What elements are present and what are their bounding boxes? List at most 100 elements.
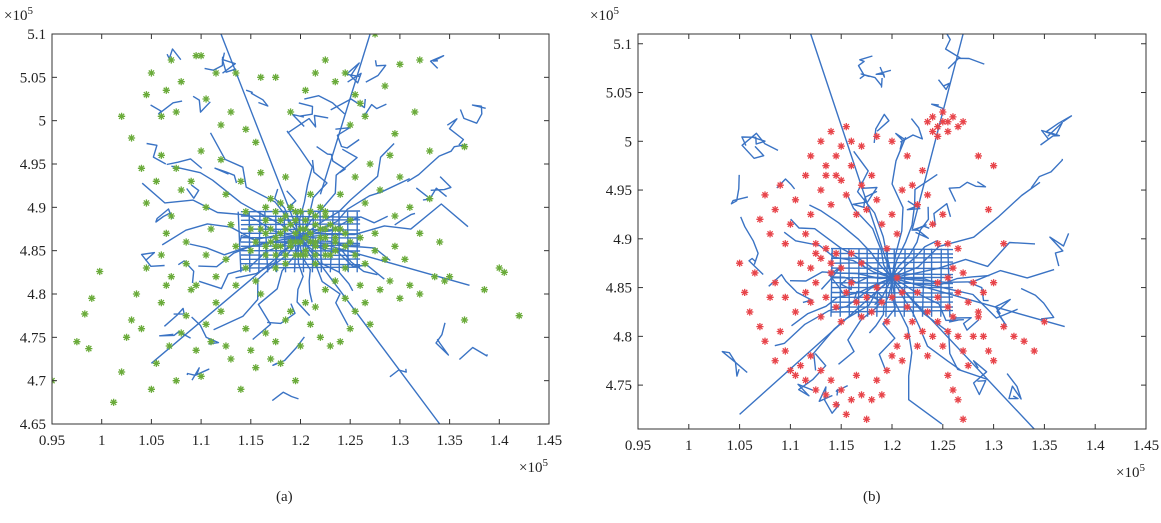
data-point: [944, 327, 952, 336]
data-point: [441, 277, 449, 285]
y-tick-label: 4.95: [20, 157, 46, 173]
data-point: [301, 86, 310, 94]
data-point: [306, 320, 315, 328]
road-path: [406, 143, 468, 183]
data-point: [934, 318, 942, 326]
road-path: [140, 251, 165, 267]
road-path: [790, 218, 893, 279]
data-point: [262, 329, 270, 337]
data-point: [944, 240, 952, 248]
data-point: [807, 352, 815, 360]
y-tick-label: 4.7: [27, 374, 46, 390]
data-point: [807, 210, 815, 219]
data-point: [252, 364, 260, 372]
data-point: [321, 242, 329, 250]
road-path: [994, 298, 1011, 326]
data-point: [371, 247, 379, 255]
y-tick-label: 5: [625, 134, 633, 150]
road-path: [853, 290, 883, 306]
road-path: [365, 60, 387, 83]
road-path: [1049, 233, 1070, 267]
data-point: [822, 391, 830, 399]
data-point: [197, 52, 205, 60]
data-point: [267, 195, 275, 203]
data-point: [847, 137, 855, 145]
data-point: [127, 134, 136, 142]
data-point: [944, 127, 952, 136]
data-point: [903, 152, 911, 160]
data-point: [903, 332, 911, 340]
data-point: [301, 234, 310, 242]
data-point: [356, 234, 364, 242]
data-point: [1020, 337, 1028, 345]
x-tick-label: 1.1: [192, 433, 211, 449]
data-point: [827, 201, 835, 209]
data-point: [366, 160, 374, 168]
data-point: [751, 269, 759, 277]
data-point: [974, 313, 982, 321]
data-point: [96, 267, 104, 276]
road-path: [830, 291, 954, 294]
markers: [52, 34, 523, 406]
road-path: [921, 248, 925, 317]
data-point: [873, 376, 881, 384]
data-point: [863, 415, 871, 423]
x-tick-label: 1.3: [391, 433, 410, 449]
road-path: [192, 95, 211, 113]
data-point: [923, 308, 932, 316]
data-point: [142, 264, 151, 272]
road-path: [774, 277, 893, 347]
data-point: [817, 313, 825, 321]
data-point: [291, 216, 300, 224]
data-point: [291, 377, 300, 385]
data-point: [341, 264, 349, 272]
data-point: [281, 251, 290, 259]
data-point: [286, 203, 295, 211]
road-path: [239, 234, 255, 244]
x-tick-label: 1.3: [984, 438, 1003, 454]
data-point: [847, 396, 855, 404]
road-path: [1020, 287, 1055, 320]
data-point: [162, 86, 170, 94]
data-point: [929, 127, 937, 136]
data-point: [227, 108, 235, 116]
data-point: [857, 259, 866, 267]
road-path: [362, 103, 387, 116]
road-path: [830, 261, 954, 264]
data-point: [416, 290, 424, 298]
data-point: [852, 298, 861, 306]
data-point: [878, 298, 886, 306]
road-path: [830, 248, 833, 317]
data-point: [959, 269, 967, 277]
data-point: [817, 254, 825, 262]
data-point: [277, 229, 285, 237]
data-point: [321, 212, 329, 220]
road-path: [304, 95, 346, 115]
data-point: [460, 143, 469, 151]
road-path: [335, 127, 360, 149]
road-path: [1006, 373, 1022, 400]
road-path: [895, 132, 905, 150]
data-point: [346, 238, 354, 246]
road-path: [740, 216, 759, 265]
data-point: [242, 325, 250, 333]
data-point: [152, 177, 160, 185]
road-path: [319, 211, 323, 273]
data-point: [446, 273, 454, 281]
y-tick-label: 4.9: [27, 200, 46, 216]
data-point: [416, 229, 424, 237]
data-point: [949, 113, 957, 121]
road-path: [446, 118, 465, 146]
data-point: [944, 274, 952, 282]
data-point: [167, 212, 175, 220]
data-point: [281, 173, 290, 181]
data-point: [837, 142, 845, 150]
data-point: [391, 130, 399, 138]
road-path: [830, 247, 954, 251]
road-path: [891, 173, 938, 278]
y-tick-label: 4.9: [613, 232, 632, 248]
road-path: [857, 248, 860, 317]
data-point: [857, 142, 866, 150]
data-point: [756, 215, 764, 223]
data-point: [873, 196, 881, 204]
